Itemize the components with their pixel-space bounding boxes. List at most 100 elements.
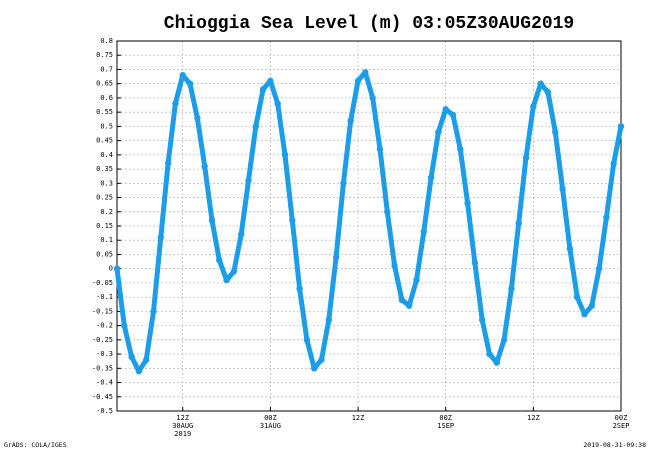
data-point <box>464 200 471 207</box>
x-tick-label: 1SEP <box>437 422 454 430</box>
data-point <box>610 160 617 167</box>
y-tick-label: -0.45 <box>92 393 113 401</box>
y-tick-label: 0.7 <box>100 65 113 73</box>
data-point <box>369 94 376 102</box>
data-point <box>230 268 238 275</box>
data-point <box>413 276 420 284</box>
x-tick-label: 2SEP <box>613 422 630 430</box>
y-tick-label: 0.25 <box>96 194 113 202</box>
data-point <box>384 208 391 215</box>
data-point <box>128 353 135 361</box>
data-point <box>143 356 150 363</box>
data-point <box>179 71 186 79</box>
data-point <box>391 262 398 270</box>
y-tick-label: 0.2 <box>100 208 113 216</box>
data-point <box>223 276 230 284</box>
y-tick-label: -0.5 <box>96 407 113 415</box>
data-point <box>332 254 340 261</box>
data-point <box>471 259 479 267</box>
data-point <box>237 231 245 238</box>
data-point <box>354 77 362 85</box>
data-point <box>435 128 442 136</box>
y-tick-label: 0.5 <box>100 122 113 130</box>
data-point <box>216 256 223 264</box>
y-tick-label: 0.55 <box>96 108 113 116</box>
x-tick-label: 12Z <box>527 414 540 422</box>
data-point <box>398 296 406 304</box>
data-point <box>340 180 347 187</box>
data-point <box>500 336 508 344</box>
y-tick-label: -0.35 <box>92 364 113 372</box>
data-point <box>573 293 581 301</box>
x-tick-label: 31AUG <box>260 422 281 430</box>
data-point <box>113 265 121 272</box>
y-tick-label: -0.05 <box>92 279 113 287</box>
x-tick-label: 2019 <box>174 430 191 438</box>
data-point <box>420 228 427 235</box>
x-tick-label: 00Z <box>439 414 452 422</box>
x-tick-label: 12Z <box>352 414 365 422</box>
data-point <box>427 174 435 181</box>
y-tick-label: 0.1 <box>100 236 113 244</box>
y-tick-label: 0.45 <box>96 137 113 145</box>
data-point <box>405 302 413 309</box>
y-tick-label: 0 <box>109 265 113 273</box>
data-point <box>194 114 201 122</box>
credit: GrADS: COLA/IGES <box>4 441 67 449</box>
data-point <box>172 100 179 107</box>
y-tick-label: 0.05 <box>96 250 113 258</box>
data-point <box>252 123 259 130</box>
y-tick-label: -0.4 <box>96 379 113 387</box>
data-point <box>508 285 515 292</box>
data-point <box>581 311 588 318</box>
data-point <box>617 123 625 130</box>
data-point <box>311 365 318 372</box>
y-tick-label: -0.25 <box>92 336 113 344</box>
y-tick-label: 0.15 <box>96 222 113 230</box>
y-tick-label: -0.1 <box>96 293 113 301</box>
chart-title: Chioggia Sea Level (m) 03:05Z30AUG2019 <box>164 14 574 34</box>
data-point <box>603 214 610 221</box>
data-point <box>208 217 216 224</box>
data-point <box>522 154 530 161</box>
data-point <box>537 80 544 87</box>
data-point <box>325 316 333 324</box>
y-tick-label: 0.6 <box>100 94 113 102</box>
data-point <box>457 145 464 153</box>
data-point <box>595 265 603 272</box>
data-point <box>566 245 574 252</box>
data-point <box>515 219 522 227</box>
y-tick-label: -0.2 <box>96 322 113 330</box>
y-tick-label: 0.8 <box>100 37 113 45</box>
data-point <box>274 100 281 107</box>
data-point <box>135 367 143 375</box>
data-point <box>259 86 267 93</box>
data-point <box>376 145 384 153</box>
sea-level-line <box>114 69 624 374</box>
data-point <box>150 308 157 315</box>
data-point <box>544 89 552 96</box>
data-point <box>289 217 296 224</box>
data-point <box>530 103 537 110</box>
plot-frame <box>116 40 622 412</box>
y-tick-label: 0.65 <box>96 80 113 88</box>
data-point <box>449 111 457 119</box>
data-point <box>245 177 252 184</box>
data-point <box>267 77 274 85</box>
data-point <box>201 163 208 170</box>
data-point <box>493 359 501 366</box>
data-point <box>479 316 486 324</box>
data-point <box>588 302 595 309</box>
data-point <box>552 128 559 136</box>
y-tick-label: -0.3 <box>96 350 113 358</box>
data-point <box>559 185 566 193</box>
x-tick-label: 12Z <box>176 414 189 422</box>
data-point <box>318 356 325 363</box>
x-tick-label: 00Z <box>615 414 628 422</box>
y-tick-label: -0.15 <box>92 307 113 315</box>
timestamp: 2019-08-31-09:38 <box>583 441 646 449</box>
data-point <box>347 117 354 124</box>
data-point <box>164 160 172 167</box>
